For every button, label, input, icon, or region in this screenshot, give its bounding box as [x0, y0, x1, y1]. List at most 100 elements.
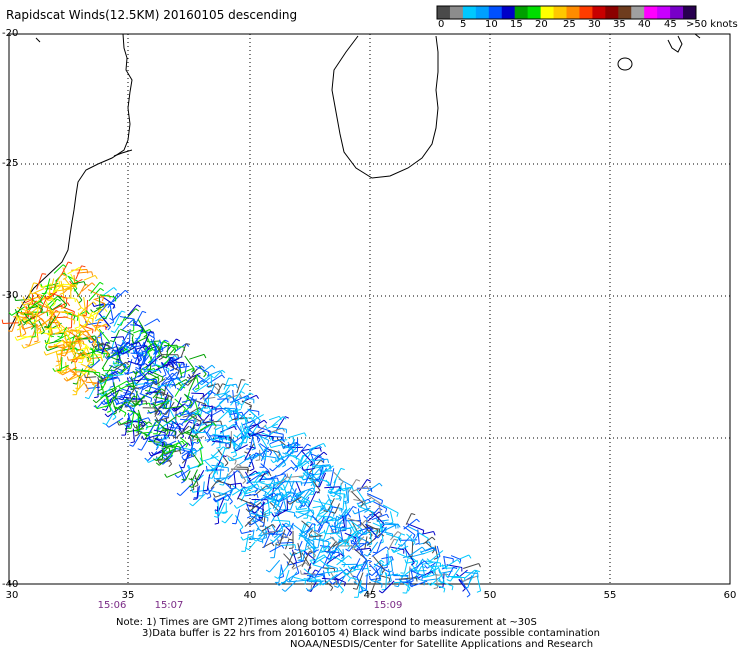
- wind-barb: [32, 317, 42, 325]
- wind-barb-flag: [189, 451, 193, 455]
- wind-barb: [157, 417, 170, 422]
- wind-barb-flag: [339, 497, 342, 502]
- wind-barb-flag: [310, 463, 315, 466]
- wind-barb: [286, 442, 298, 454]
- wind-barb-flag: [237, 463, 242, 467]
- wind-barb-flag: [237, 446, 241, 451]
- wind-barb-flag: [294, 468, 299, 472]
- wind-barb-flag: [91, 271, 94, 276]
- wind-barb: [157, 345, 163, 359]
- wind-barb-flag: [148, 436, 151, 441]
- wind-barb: [326, 540, 337, 553]
- wind-barb: [407, 546, 423, 558]
- wind-barb-flag: [364, 509, 369, 513]
- wind-barb: [410, 563, 420, 576]
- wind-barb: [111, 369, 115, 387]
- wind-barb-flag: [193, 441, 198, 444]
- wind-barb: [155, 378, 166, 386]
- wind-barb: [271, 500, 281, 509]
- wind-barb: [301, 551, 310, 568]
- legend-label: 20: [535, 19, 548, 30]
- wind-barb: [423, 573, 438, 579]
- wind-barb: [166, 416, 177, 424]
- wind-barb-flag: [105, 323, 109, 328]
- wind-barb: [183, 454, 196, 461]
- legend-swatch: [670, 6, 684, 19]
- wind-barb-flag: [282, 494, 287, 497]
- wind-barb-flag: [255, 459, 260, 461]
- wind-barb-flag: [288, 538, 293, 541]
- wind-barb: [165, 368, 176, 385]
- wind-barb: [334, 503, 340, 514]
- wind-barb-flag: [239, 474, 243, 479]
- wind-barb: [317, 515, 333, 518]
- wind-barb: [297, 510, 311, 519]
- wind-barb-flag: [268, 472, 272, 477]
- wind-barb: [232, 410, 238, 425]
- wind-barb-flag: [213, 471, 217, 476]
- wind-barb-flag: [172, 435, 177, 439]
- wind-barb-flag: [52, 368, 56, 372]
- wind-barb: [94, 325, 106, 327]
- wind-barb-flag: [91, 282, 96, 286]
- wind-barb-flag: [323, 451, 328, 456]
- wind-barb-flag: [81, 313, 86, 316]
- wind-barb: [177, 365, 190, 369]
- wind-barb: [118, 421, 132, 426]
- wind-barb-flag: [151, 365, 156, 367]
- wind-barb: [264, 447, 268, 459]
- wind-barb: [21, 313, 33, 315]
- wind-barb-flag: [352, 510, 356, 515]
- wind-barb-flag: [172, 372, 176, 376]
- wind-barb-flag: [340, 481, 344, 486]
- wind-barb: [219, 468, 222, 480]
- wind-barb: [443, 556, 454, 560]
- wind-barb: [60, 341, 66, 356]
- wind-barb: [174, 410, 188, 416]
- wind-barb: [311, 529, 321, 537]
- wind-barb-flag: [345, 548, 350, 552]
- wind-barb: [312, 480, 317, 495]
- wind-barb: [248, 501, 262, 512]
- wind-barb: [48, 284, 51, 299]
- wind-barb-flag: [102, 366, 105, 371]
- wind-barb-flag: [106, 352, 109, 357]
- wind-barb: [302, 500, 315, 515]
- wind-barb-flag: [99, 392, 103, 397]
- wind-barb: [434, 556, 440, 571]
- wind-barb-flag: [251, 446, 256, 449]
- wind-barb: [73, 274, 76, 286]
- wind-barb: [208, 489, 226, 495]
- wind-barb-flag: [225, 436, 227, 441]
- wind-barb-flag: [474, 569, 479, 574]
- wind-barb-flag: [52, 303, 56, 307]
- wind-barb-flag: [144, 381, 150, 384]
- wind-barb: [387, 550, 390, 565]
- wind-barb: [344, 569, 356, 575]
- wind-barb-flag: [372, 551, 377, 554]
- wind-barb-flag: [116, 421, 120, 426]
- wind-barb-flag: [143, 334, 148, 338]
- wind-barb-flag: [416, 574, 420, 578]
- legend-label: 15: [510, 19, 523, 30]
- wind-barb-flag: [155, 417, 159, 422]
- wind-barb: [367, 533, 382, 546]
- wind-barb: [229, 437, 232, 448]
- wind-barb-flag: [337, 549, 340, 554]
- wind-barb: [276, 476, 289, 486]
- wind-barb-flag: [100, 395, 105, 398]
- wind-barb-flag: [286, 500, 291, 505]
- wind-barb: [278, 529, 286, 546]
- wind-barb-flag: [216, 446, 221, 449]
- wind-barb-flag: [281, 588, 286, 592]
- wind-barb-flag: [84, 373, 86, 378]
- wind-barb: [394, 544, 403, 552]
- wind-barb-flag: [333, 582, 338, 586]
- wind-barb: [311, 515, 323, 528]
- wind-barb: [27, 300, 41, 311]
- wind-barb-flag: [21, 319, 25, 324]
- wind-barb-flag: [261, 530, 265, 535]
- wind-barb-flag: [84, 396, 89, 400]
- wind-barb: [265, 455, 276, 459]
- wind-barb: [120, 382, 133, 390]
